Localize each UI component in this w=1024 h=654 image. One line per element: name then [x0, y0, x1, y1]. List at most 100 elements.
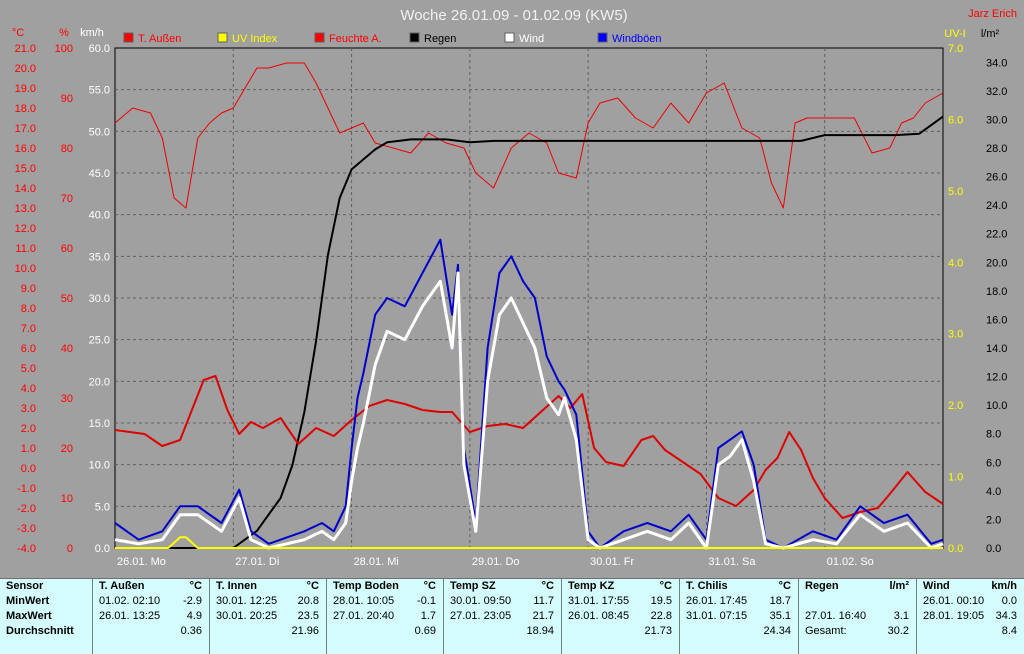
stats-max-value: 4.9 — [186, 610, 202, 622]
stats-column: Temp KZ °C 31.01. 17:55 19.5 26.01. 08:45 22.… — [561, 579, 679, 654]
wind-tick-label: 30.0 — [89, 293, 110, 305]
stats-min-label: 26.01. 00:10 — [923, 595, 985, 607]
rain-tick-label: 6.0 — [986, 457, 1001, 469]
rain-tick-label: 18.0 — [986, 286, 1007, 298]
stats-min — [802, 594, 913, 609]
stats-header: T. Chilis °C — [683, 579, 795, 594]
legend-label: Windböen — [612, 33, 662, 45]
stats-header: Regen l/m² — [802, 579, 913, 594]
stats-max: 27.01. 23:05 21.7 — [447, 609, 558, 624]
stats-avg: Gesamt: 30.2 — [802, 624, 913, 639]
humidity-tick-label: 20 — [61, 443, 73, 455]
stats-min-value: -2.9 — [183, 595, 202, 607]
temp-tick-label: -4.0 — [17, 543, 36, 555]
stats-max-value: 22.8 — [650, 610, 672, 622]
stats-avg: 8.4 — [920, 624, 1021, 639]
stats-header-label: Wind — [923, 580, 950, 592]
temp-tick-label: 12.0 — [15, 223, 36, 235]
uv-unit-label: UV-I — [944, 28, 965, 40]
uv-tick-label: 2.0 — [948, 400, 963, 412]
temp-tick-label: 1.0 — [21, 443, 36, 455]
rain-tick-label: 32.0 — [986, 86, 1007, 98]
weather-chart: Woche 26.01.09 - 01.02.09 (KW5) Jarz Eri… — [11, 7, 1017, 568]
stats-min: 31.01. 17:55 19.5 — [565, 594, 676, 609]
series-line — [115, 536, 943, 549]
stats-min: 30.01. 12:25 20.8 — [213, 594, 323, 609]
stats-avg-value: 8.4 — [1001, 625, 1017, 637]
legend-swatch — [314, 32, 325, 43]
x-tick-label: 31.01. Sa — [708, 556, 756, 568]
series-line — [114, 62, 944, 209]
rain-tick-label: 22.0 — [986, 229, 1007, 241]
temp-tick-label: 2.0 — [21, 423, 36, 435]
stats-max-label: 30.01. 20:25 — [216, 610, 278, 622]
wind-tick-label: 55.0 — [89, 85, 110, 97]
humidity-unit-label: % — [59, 27, 69, 39]
humidity-tick-label: 70 — [61, 193, 73, 205]
rain-tick-label: 12.0 — [986, 372, 1007, 384]
uv-tick-label: 4.0 — [948, 257, 963, 269]
stats-column: Temp Boden °C 28.01. 10:05 -0.1 27.01. 20:40… — [326, 579, 443, 654]
stats-max-label: 27.01. 20:40 — [333, 610, 395, 622]
temp-unit-label: °C — [12, 27, 24, 39]
stats-max-label: 26.01. 13:25 — [99, 610, 161, 622]
wind-tick-label: 5.0 — [95, 501, 110, 513]
temp-tick-label: -1.0 — [17, 483, 36, 495]
rain-tick-label: 16.0 — [986, 314, 1007, 326]
x-tick-label: 26.01. Mo — [117, 556, 166, 568]
stats-max: 26.01. 08:45 22.8 — [565, 609, 676, 624]
stats-min-label: 30.01. 09:50 — [450, 595, 512, 607]
stats-avg: 21.96 — [213, 624, 323, 639]
humidity-tick-label: 40 — [61, 343, 73, 355]
stats-max-value: 34.3 — [995, 610, 1017, 622]
stats-max-value: 3.1 — [893, 610, 909, 622]
stats-header-value: °C — [423, 580, 436, 592]
stats-header-value: °C — [306, 580, 319, 592]
legend-label: Regen — [424, 33, 456, 45]
uv-tick-label: 6.0 — [948, 114, 963, 126]
rain-tick-label: 28.0 — [986, 143, 1007, 155]
stats-min-label: 30.01. 12:25 — [216, 595, 278, 607]
wind-tick-label: 45.0 — [89, 168, 110, 180]
stats-min: 28.01. 10:05 -0.1 — [330, 594, 440, 609]
stats-max: 31.01. 07:15 35.1 — [683, 609, 795, 624]
stats-max-value: 21.7 — [532, 610, 554, 622]
rain-tick-label: 4.0 — [986, 486, 1001, 498]
temp-tick-label: -3.0 — [17, 523, 36, 535]
uv-tick-label: 7.0 — [948, 43, 963, 55]
stats-min: 30.01. 09:50 11.7 — [447, 594, 558, 609]
stats-avg: 0.36 — [96, 624, 206, 639]
stats-max: 27.01. 16:40 3.1 — [802, 609, 913, 624]
stats-max-value: 1.7 — [420, 610, 436, 622]
temp-tick-label: 3.0 — [21, 403, 36, 415]
rain-tick-label: 30.0 — [986, 114, 1007, 126]
legend-label: Feuchte A. — [329, 33, 382, 45]
humidity-tick-label: 60 — [61, 243, 73, 255]
stats-column: Wind km/h 26.01. 00:10 0.0 28.01. 19:05 34.3 8… — [916, 579, 1024, 654]
temp-tick-label: 20.0 — [15, 63, 36, 75]
legend-label: T. Außen — [138, 33, 181, 45]
temp-tick-label: 19.0 — [15, 83, 36, 95]
stats-avg-value: 18.94 — [526, 625, 554, 637]
x-tick-label: 27.01. Di — [235, 556, 279, 568]
stats-min-value: 18.7 — [769, 595, 791, 607]
stats-min: 01.02. 02:10 -2.9 — [96, 594, 206, 609]
stats-min-label: 01.02. 02:10 — [99, 595, 161, 607]
stats-column: Regen l/m² 27.01. 16:40 3.1 Gesamt: 30.2 — [798, 579, 916, 654]
wind-unit-label: km/h — [80, 27, 104, 39]
author-label: Jarz Erich — [968, 8, 1017, 20]
row-label-sensor: Sensor — [6, 580, 44, 592]
humidity-tick-label: 50 — [61, 293, 73, 305]
stats-header-value: km/h — [991, 580, 1017, 592]
stats-min-value: 19.5 — [650, 595, 672, 607]
series-layer — [114, 62, 944, 550]
legend: T. Außen UV Index Feuchte A. Regen Wind Windb… — [123, 32, 662, 45]
legend-swatch — [504, 32, 515, 43]
x-tick-label: 30.01. Fr — [590, 556, 634, 568]
stats-header: Temp KZ °C — [565, 579, 676, 594]
chart-title: Woche 26.01.09 - 01.02.09 (KW5) — [400, 7, 627, 24]
wind-tick-label: 10.0 — [89, 460, 110, 472]
stats-avg: 0.69 — [330, 624, 440, 639]
x-tick-label: 01.02. So — [827, 556, 874, 568]
stats-header-label: Regen — [805, 580, 839, 592]
